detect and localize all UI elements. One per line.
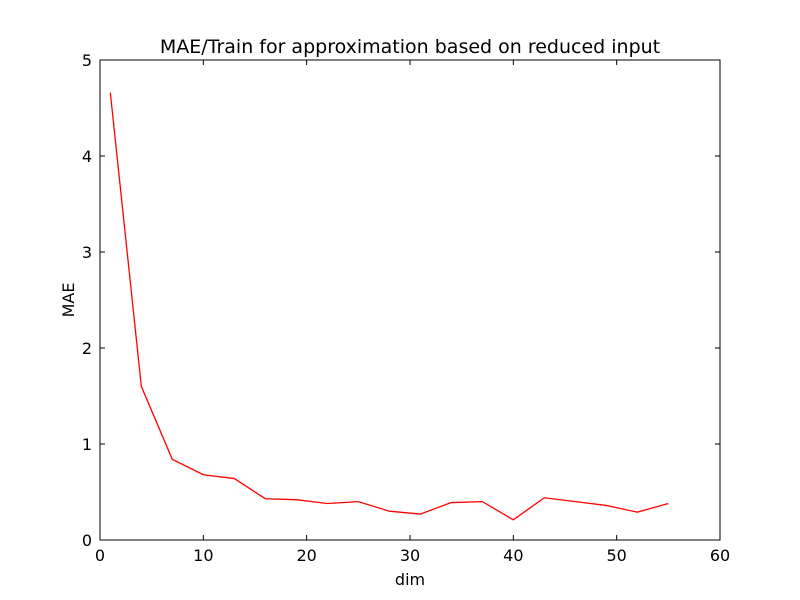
series-line-0 [109, 92, 669, 521]
plot-area [109, 92, 669, 521]
y-tick-label: 5 [82, 51, 92, 70]
x-tick-label: 50 [606, 546, 626, 565]
y-axis-ticks: 0 1 2 3 4 5 [82, 51, 720, 550]
x-axis-label: dim [395, 570, 425, 589]
y-tick-label: 3 [82, 243, 92, 262]
x-tick-label: 40 [503, 546, 523, 565]
y-tick-label: 2 [82, 339, 92, 358]
x-axis-ticks: 0 10 20 30 40 50 60 [95, 60, 730, 565]
y-axis-label: MAE [59, 283, 78, 318]
x-tick-label: 60 [710, 546, 730, 565]
y-tick-label: 1 [82, 435, 92, 454]
x-tick-label: 30 [400, 546, 420, 565]
x-tick-label: 10 [193, 546, 213, 565]
x-tick-label: 20 [296, 546, 316, 565]
y-tick-label: 0 [82, 531, 92, 550]
chart-title: MAE/Train for approximation based on red… [160, 36, 660, 58]
x-tick-label: 0 [95, 546, 105, 565]
plot-frame [99, 59, 721, 541]
y-tick-label: 4 [82, 147, 92, 166]
